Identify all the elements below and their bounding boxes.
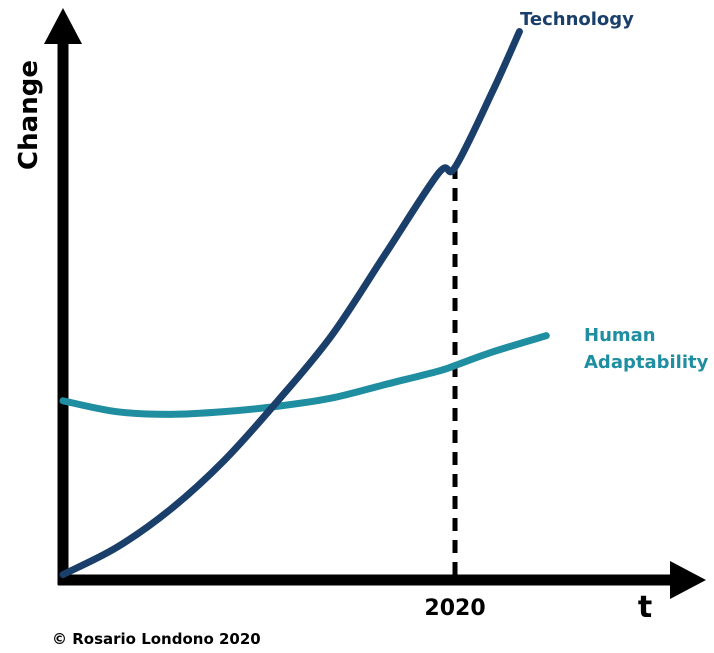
y-axis-label: Change xyxy=(14,60,44,170)
x-tick-label-2020: 2020 xyxy=(424,596,485,621)
series-labels: Technology Human Adaptability xyxy=(520,9,709,373)
y-axis-arrowhead xyxy=(44,8,82,44)
series-layer xyxy=(59,28,550,579)
series-label-human-adaptability: Human Adaptability xyxy=(584,325,709,373)
x-axis-label: t xyxy=(638,590,652,625)
x-axis-arrowhead xyxy=(670,561,706,599)
series-line-technology xyxy=(59,28,523,579)
series-label-technology: Technology xyxy=(520,9,634,30)
copyright-text: © Rosario Londono 2020 xyxy=(52,630,261,648)
series-line-human-adaptability xyxy=(59,332,550,418)
axes xyxy=(44,8,706,599)
